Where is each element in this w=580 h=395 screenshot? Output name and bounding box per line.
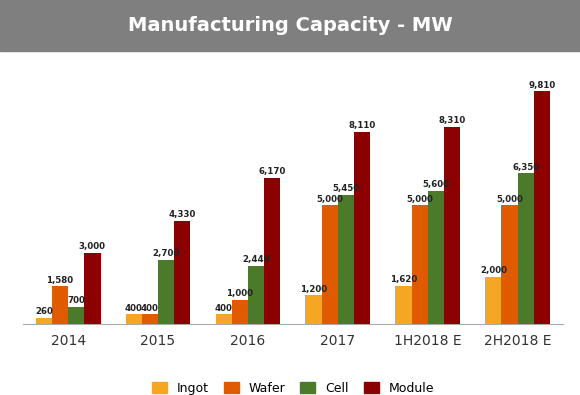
Legend: Ingot, Wafer, Cell, Module: Ingot, Wafer, Cell, Module: [147, 377, 439, 395]
Text: 400: 400: [125, 303, 143, 312]
Text: 8,310: 8,310: [438, 116, 466, 125]
Bar: [517, 173, 534, 324]
Text: Manufacturing Capacity - MW: Manufacturing Capacity - MW: [128, 16, 452, 35]
Bar: [126, 314, 142, 324]
Text: 2,000: 2,000: [480, 265, 507, 275]
Bar: [158, 260, 174, 324]
Text: 1,000: 1,000: [226, 289, 253, 298]
Text: 2,700: 2,700: [153, 249, 180, 258]
Text: 400: 400: [141, 303, 159, 312]
Bar: [354, 132, 370, 324]
Text: 5,600: 5,600: [422, 180, 450, 189]
Bar: [216, 314, 232, 324]
Text: 6,350: 6,350: [512, 162, 539, 171]
Bar: [264, 178, 280, 324]
Bar: [444, 127, 460, 324]
Bar: [306, 295, 322, 324]
Bar: [338, 195, 354, 324]
Text: 400: 400: [215, 303, 233, 312]
Text: 5,000: 5,000: [316, 194, 343, 203]
Text: 5,450: 5,450: [332, 184, 360, 193]
Text: 260: 260: [35, 307, 53, 316]
Bar: [174, 221, 190, 324]
Bar: [412, 205, 427, 324]
Text: 1,620: 1,620: [390, 275, 417, 284]
Bar: [52, 286, 68, 324]
Bar: [427, 191, 444, 324]
Text: 1,200: 1,200: [300, 284, 327, 293]
Text: 4,330: 4,330: [169, 211, 196, 219]
Bar: [36, 318, 52, 324]
Bar: [502, 205, 517, 324]
Text: 2,440: 2,440: [242, 255, 270, 264]
Text: 1,580: 1,580: [46, 276, 74, 284]
Bar: [534, 91, 550, 324]
Bar: [84, 253, 100, 324]
Bar: [396, 286, 412, 324]
Text: 700: 700: [67, 296, 85, 305]
Text: 3,000: 3,000: [79, 242, 106, 251]
Text: 9,810: 9,810: [528, 81, 556, 90]
Text: 8,110: 8,110: [349, 121, 376, 130]
Bar: [142, 314, 158, 324]
Text: 5,000: 5,000: [496, 194, 523, 203]
Bar: [322, 205, 338, 324]
Text: 6,170: 6,170: [259, 167, 286, 176]
Bar: [248, 266, 264, 324]
Bar: [232, 300, 248, 324]
Text: 5,000: 5,000: [406, 194, 433, 203]
Bar: [68, 307, 84, 324]
Bar: [485, 276, 502, 324]
